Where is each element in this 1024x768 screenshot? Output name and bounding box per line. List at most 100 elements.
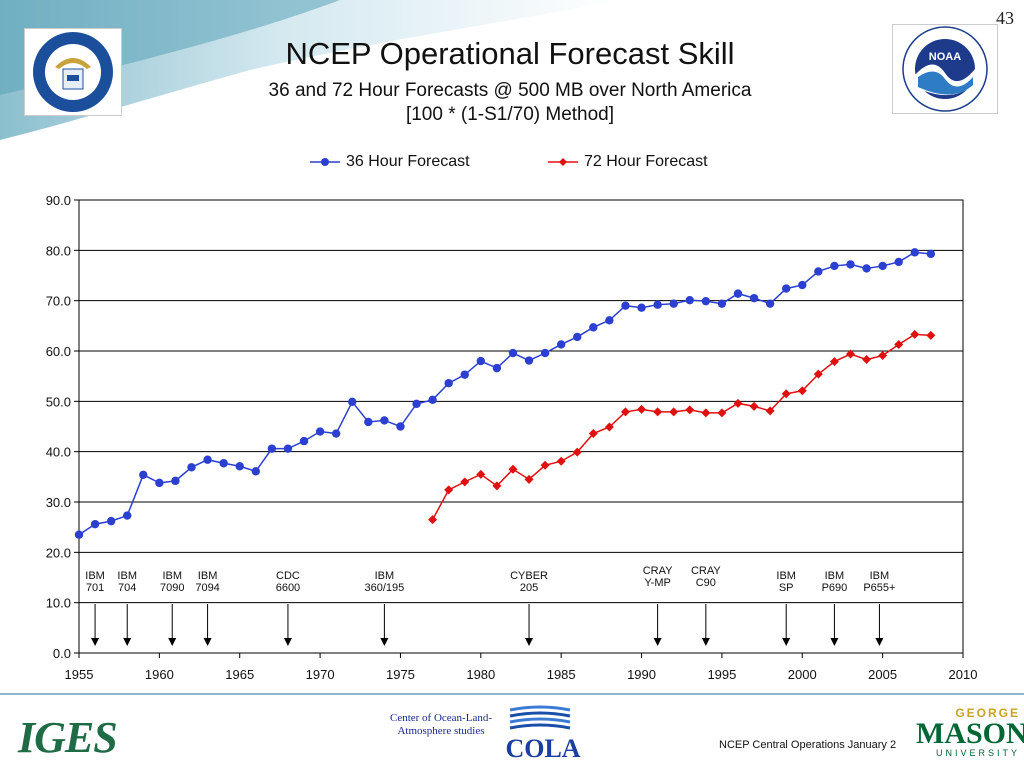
x-tick-label: 1965 (225, 667, 254, 682)
data-point-36h (782, 284, 791, 293)
data-point-72h (460, 477, 470, 487)
annotation-label: 7094 (195, 582, 219, 594)
data-point-72h (588, 429, 598, 439)
y-tick-label: 30.0 (46, 495, 71, 510)
data-point-36h (878, 261, 887, 271)
x-tick-label: 1975 (386, 667, 415, 682)
annotation-label: CRAY (643, 565, 673, 577)
data-point-36h (444, 379, 453, 388)
iges-logo: IGES (18, 713, 118, 762)
x-tick-label: 1980 (466, 667, 495, 682)
data-point-72h (894, 339, 904, 349)
annotation-arrow-head (653, 638, 662, 646)
data-point-72h (685, 405, 695, 415)
data-point-36h (380, 416, 389, 425)
annotation-arrow-head (875, 638, 884, 646)
annotation-arrow-head (123, 638, 132, 646)
annotation-label: CDC (276, 570, 300, 582)
data-point-72h (749, 401, 759, 411)
data-point-72h (845, 349, 855, 359)
data-point-36h (283, 444, 293, 453)
annotation-arrow-head (91, 638, 100, 646)
annotation-label: 701 (86, 582, 104, 594)
data-point-36h (894, 257, 903, 267)
chart-subtitle: 36 and 72 Hour Forecasts @ 500 MB over N… (150, 79, 870, 127)
annotation-label: IBM (375, 570, 395, 582)
data-point-36h (798, 280, 807, 290)
data-point-72h (669, 407, 679, 417)
data-point-36h (621, 301, 630, 310)
data-point-36h (540, 348, 550, 358)
annotation-label: IBM (825, 570, 845, 582)
annotation-label: IBM (162, 570, 182, 582)
data-point-72h (926, 330, 936, 340)
x-tick-label: 2010 (949, 667, 978, 682)
cola-text-line-2: Atmosphere studies (397, 725, 485, 737)
data-point-72h (878, 351, 888, 361)
legend-marker-72h (548, 158, 578, 166)
data-point-72h (476, 469, 486, 479)
annotation-arrow-head (283, 638, 292, 646)
annotation-arrow-head (782, 638, 791, 646)
data-point-36h (139, 470, 148, 480)
y-tick-label: 40.0 (46, 445, 71, 460)
y-tick-label: 60.0 (46, 344, 71, 359)
annotation-label: P690 (822, 582, 848, 594)
annotation-label: 704 (118, 582, 136, 594)
cola-wave-icon (509, 705, 571, 730)
data-point-36h (348, 397, 357, 407)
data-point-36h (412, 399, 421, 409)
annotation-label: P655+ (863, 582, 895, 594)
y-tick-label: 10.0 (46, 596, 71, 611)
x-tick-label: 1970 (306, 667, 335, 682)
data-point-36h (733, 289, 743, 298)
annotation-label: IBM (117, 570, 137, 582)
noaa-logo: NOAA (892, 24, 998, 114)
annotation-label: SP (779, 582, 794, 594)
subtitle-line-2: [100 * (1-S1/70) Method] (405, 104, 615, 125)
commerce-seal-logo (24, 28, 122, 116)
data-point-36h (123, 511, 132, 520)
data-point-36h (364, 417, 373, 427)
data-point-36h (460, 370, 469, 379)
data-point-36h (235, 462, 244, 471)
annotation-label: CYBER (510, 570, 548, 582)
data-point-72h (813, 369, 823, 379)
data-point-72h (717, 408, 727, 418)
data-point-72h (572, 447, 582, 457)
data-point-72h (765, 406, 775, 416)
annotation-label: 6600 (276, 582, 300, 594)
data-point-36h (508, 348, 518, 358)
data-point-36h (251, 467, 260, 476)
gmu-main-text: MASON (916, 717, 1024, 750)
annotation-arrow-head (830, 638, 839, 646)
data-point-72h (604, 422, 614, 432)
data-point-72h (540, 460, 550, 470)
cola-description: Center of Ocean-Land- Atmosphere studies (376, 712, 506, 738)
annotation-arrow-head (380, 638, 389, 646)
data-point-72h (829, 357, 839, 367)
footer-divider (0, 693, 1024, 695)
x-tick-label: 1960 (145, 667, 174, 682)
data-point-36h (556, 340, 566, 349)
data-point-36h (814, 267, 823, 276)
y-tick-label: 0.0 (53, 646, 71, 661)
data-point-36h (749, 293, 759, 303)
data-point-36h (476, 356, 486, 366)
data-point-36h (171, 476, 180, 486)
legend-item-72h: 72 Hour Forecast (548, 153, 708, 171)
data-point-36h (315, 427, 325, 436)
data-point-36h (74, 530, 84, 539)
data-point-72h (620, 407, 630, 417)
gmu-bottom-text: UNIVERSITY (935, 748, 1020, 758)
data-point-72h (428, 515, 438, 525)
data-point-72h (781, 389, 791, 399)
data-point-36h (717, 299, 727, 308)
data-point-36h (830, 261, 839, 271)
annotation-arrow-head (203, 638, 212, 646)
annotation-label: IBM (198, 570, 218, 582)
data-point-36h (653, 300, 662, 309)
annotation-label: C90 (696, 577, 716, 589)
data-point-72h (910, 329, 920, 339)
data-point-72h (797, 386, 807, 396)
